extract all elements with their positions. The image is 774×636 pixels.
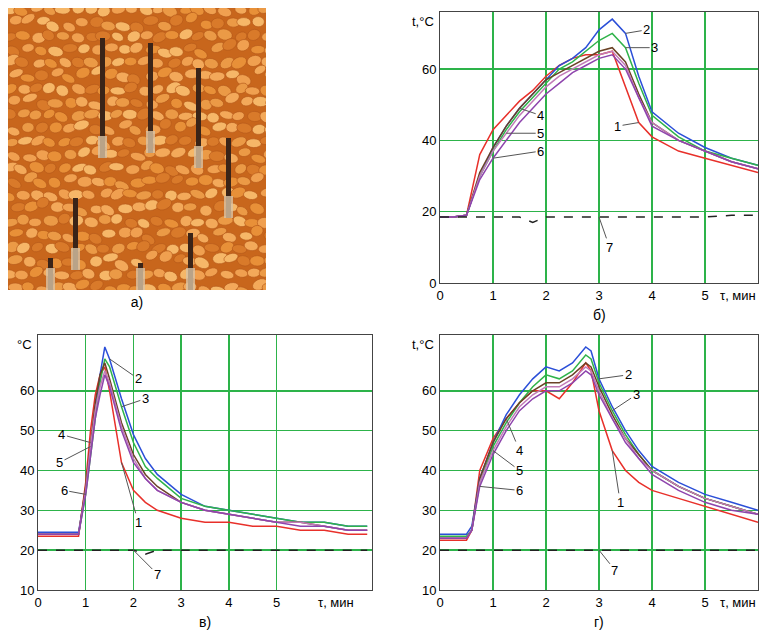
svg-text:1: 1 [614, 119, 621, 134]
svg-text:6: 6 [61, 483, 68, 498]
svg-text:1: 1 [489, 595, 496, 610]
svg-text:3: 3 [178, 595, 185, 610]
svg-text:2: 2 [130, 595, 137, 610]
svg-text:3: 3 [633, 387, 640, 402]
svg-text:5: 5 [273, 595, 280, 610]
svg-text:4: 4 [225, 595, 232, 610]
svg-text:4: 4 [648, 595, 655, 610]
svg-text:20: 20 [422, 543, 436, 558]
svg-text:6: 6 [537, 144, 544, 159]
svg-text:40: 40 [422, 463, 436, 478]
svg-text:2: 2 [542, 595, 549, 610]
svg-text:7: 7 [154, 567, 161, 582]
svg-text:1: 1 [489, 288, 496, 303]
svg-text:1: 1 [135, 515, 142, 530]
svg-text:3: 3 [651, 40, 658, 55]
svg-text:5: 5 [516, 463, 523, 478]
svg-text:6: 6 [516, 483, 523, 498]
svg-text:0: 0 [34, 595, 41, 610]
svg-text:г): г) [594, 614, 604, 630]
svg-text:30: 30 [422, 503, 436, 518]
svg-text:τ, мин: τ, мин [720, 595, 756, 610]
svg-text:30: 30 [20, 503, 34, 518]
svg-text:3: 3 [595, 288, 602, 303]
svg-text:t,°C: t,°C [412, 337, 434, 352]
svg-text:1: 1 [617, 495, 624, 510]
svg-text:τ, мин: τ, мин [318, 595, 354, 610]
svg-text:4: 4 [516, 443, 523, 458]
svg-text:40: 40 [20, 463, 34, 478]
svg-text:t,°C: t,°C [412, 14, 434, 29]
svg-text:4: 4 [648, 288, 655, 303]
svg-text:0: 0 [429, 276, 436, 291]
svg-text:60: 60 [422, 383, 436, 398]
svg-text:2: 2 [135, 371, 142, 386]
svg-text:7: 7 [611, 563, 618, 578]
svg-text:2: 2 [542, 288, 549, 303]
svg-text:3: 3 [595, 595, 602, 610]
svg-text:5: 5 [537, 126, 544, 141]
svg-text:1: 1 [82, 595, 89, 610]
svg-text:10: 10 [20, 583, 34, 598]
svg-text:2: 2 [643, 22, 650, 37]
svg-text:2: 2 [625, 367, 632, 382]
svg-text:5: 5 [701, 288, 708, 303]
svg-text:50: 50 [20, 423, 34, 438]
svg-text:б): б) [593, 307, 606, 323]
svg-text:4: 4 [58, 427, 65, 442]
html-text:а): а) [130, 294, 144, 310]
svg-text:4: 4 [537, 108, 544, 123]
svg-text:20: 20 [422, 204, 436, 219]
svg-text:0: 0 [436, 288, 443, 303]
svg-text:60: 60 [20, 383, 34, 398]
svg-text:3: 3 [142, 391, 149, 406]
svg-text:10: 10 [422, 583, 436, 598]
svg-text:τ, мин: τ, мин [720, 288, 756, 303]
svg-text:в): в) [199, 614, 211, 630]
svg-text:20: 20 [20, 543, 34, 558]
svg-text:5: 5 [56, 455, 63, 470]
svg-text:50: 50 [422, 423, 436, 438]
svg-text:5: 5 [701, 595, 708, 610]
svg-text:40: 40 [422, 133, 436, 148]
svg-text:0: 0 [436, 595, 443, 610]
svg-text:°C: °C [17, 337, 32, 352]
svg-text:7: 7 [606, 240, 613, 255]
svg-text:60: 60 [422, 62, 436, 77]
